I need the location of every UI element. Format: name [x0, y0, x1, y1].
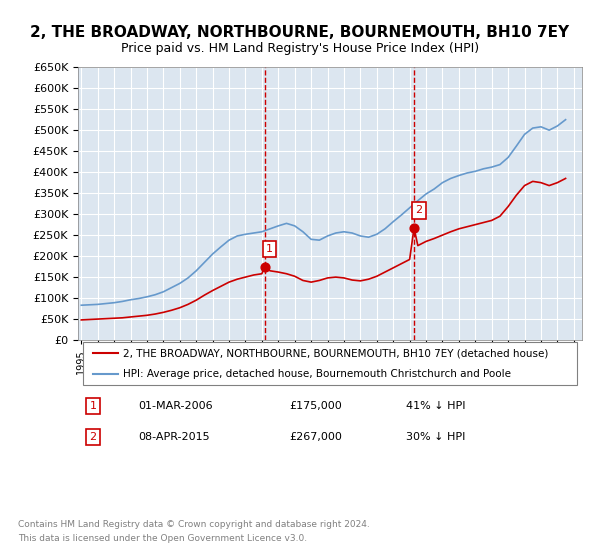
Text: Price paid vs. HM Land Registry's House Price Index (HPI): Price paid vs. HM Land Registry's House …: [121, 42, 479, 55]
Text: £267,000: £267,000: [290, 432, 343, 442]
Text: 2: 2: [89, 432, 97, 442]
Text: 30% ↓ HPI: 30% ↓ HPI: [406, 432, 465, 442]
Text: This data is licensed under the Open Government Licence v3.0.: This data is licensed under the Open Gov…: [18, 534, 307, 543]
Point: [260, 262, 269, 271]
Text: 1: 1: [89, 401, 97, 411]
Text: 2: 2: [415, 206, 422, 216]
FancyBboxPatch shape: [83, 342, 577, 385]
Text: £175,000: £175,000: [290, 401, 343, 411]
Text: 1: 1: [266, 244, 273, 254]
Text: 2, THE BROADWAY, NORTHBOURNE, BOURNEMOUTH, BH10 7EY: 2, THE BROADWAY, NORTHBOURNE, BOURNEMOUT…: [31, 25, 569, 40]
Text: Contains HM Land Registry data © Crown copyright and database right 2024.: Contains HM Land Registry data © Crown c…: [18, 520, 370, 529]
Text: 08-APR-2015: 08-APR-2015: [139, 432, 210, 442]
Point: [409, 223, 419, 232]
Text: 01-MAR-2006: 01-MAR-2006: [139, 401, 213, 411]
Text: HPI: Average price, detached house, Bournemouth Christchurch and Poole: HPI: Average price, detached house, Bour…: [124, 368, 511, 379]
Text: 2, THE BROADWAY, NORTHBOURNE, BOURNEMOUTH, BH10 7EY (detached house): 2, THE BROADWAY, NORTHBOURNE, BOURNEMOUT…: [124, 348, 549, 358]
Text: 41% ↓ HPI: 41% ↓ HPI: [406, 401, 465, 411]
